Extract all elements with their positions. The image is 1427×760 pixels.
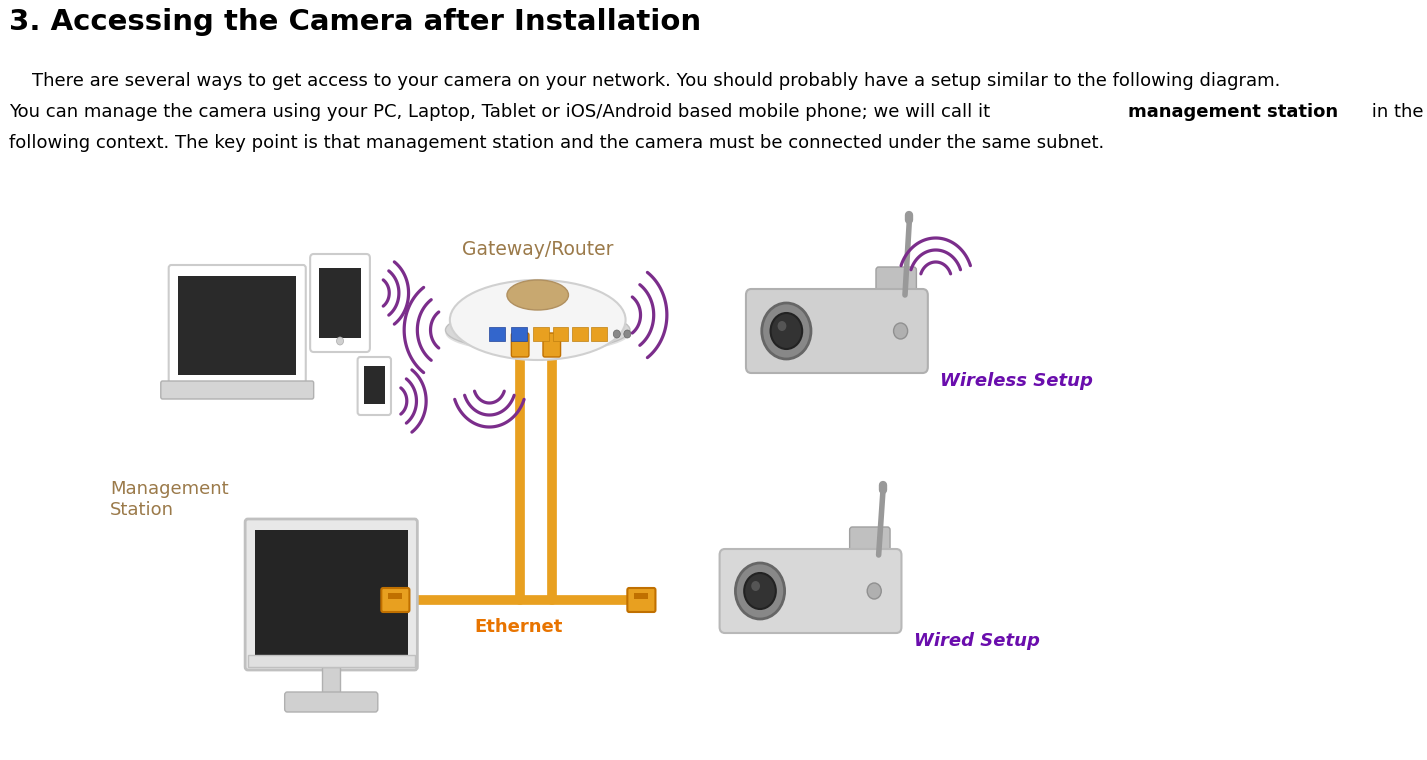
Circle shape [893,323,908,339]
FancyBboxPatch shape [628,588,655,612]
Circle shape [337,337,344,345]
Bar [489,327,505,341]
Bar [511,327,527,341]
Bar [323,667,340,695]
Circle shape [735,563,785,619]
FancyBboxPatch shape [161,381,314,399]
Bar [178,276,295,375]
Circle shape [614,330,621,338]
Circle shape [778,321,786,331]
FancyBboxPatch shape [849,527,890,563]
Circle shape [868,583,882,599]
FancyBboxPatch shape [719,549,902,633]
Bar [591,327,606,341]
Bar [388,593,402,599]
Text: management station: management station [1127,103,1337,121]
Bar [534,327,549,341]
Text: Ethernet: Ethernet [474,618,562,636]
FancyBboxPatch shape [310,254,370,352]
Bar [255,530,408,655]
FancyBboxPatch shape [511,333,529,357]
Bar [552,327,568,341]
FancyBboxPatch shape [381,588,410,612]
Ellipse shape [450,280,625,360]
Ellipse shape [507,280,568,310]
Circle shape [762,303,811,359]
FancyBboxPatch shape [876,267,916,303]
FancyBboxPatch shape [746,289,928,373]
Bar [320,268,361,338]
Circle shape [751,581,761,591]
Text: Gateway/Router: Gateway/Router [462,240,614,259]
Ellipse shape [445,309,629,351]
Text: Wired Setup: Wired Setup [913,632,1040,650]
Text: You can manage the camera using your PC, Laptop, Tablet or iOS/Android based mob: You can manage the camera using your PC,… [9,103,996,121]
Bar [635,593,648,599]
Circle shape [771,313,802,349]
Circle shape [624,330,631,338]
Bar [364,366,385,404]
FancyBboxPatch shape [544,333,561,357]
Bar [248,655,415,667]
Text: in the: in the [1366,103,1423,121]
Text: following context. The key point is that management station and the camera must : following context. The key point is that… [9,134,1104,152]
FancyBboxPatch shape [168,265,305,386]
Text: Management
Station: Management Station [110,480,228,519]
Ellipse shape [445,313,629,353]
Text: Wireless Setup: Wireless Setup [940,372,1093,390]
Text: There are several ways to get access to your camera on your network. You should : There are several ways to get access to … [9,72,1280,90]
FancyBboxPatch shape [284,692,378,712]
Circle shape [745,573,776,609]
Bar [572,327,588,341]
FancyBboxPatch shape [358,357,391,415]
FancyBboxPatch shape [245,519,417,670]
Text: 3. Accessing the Camera after Installation: 3. Accessing the Camera after Installati… [9,8,701,36]
